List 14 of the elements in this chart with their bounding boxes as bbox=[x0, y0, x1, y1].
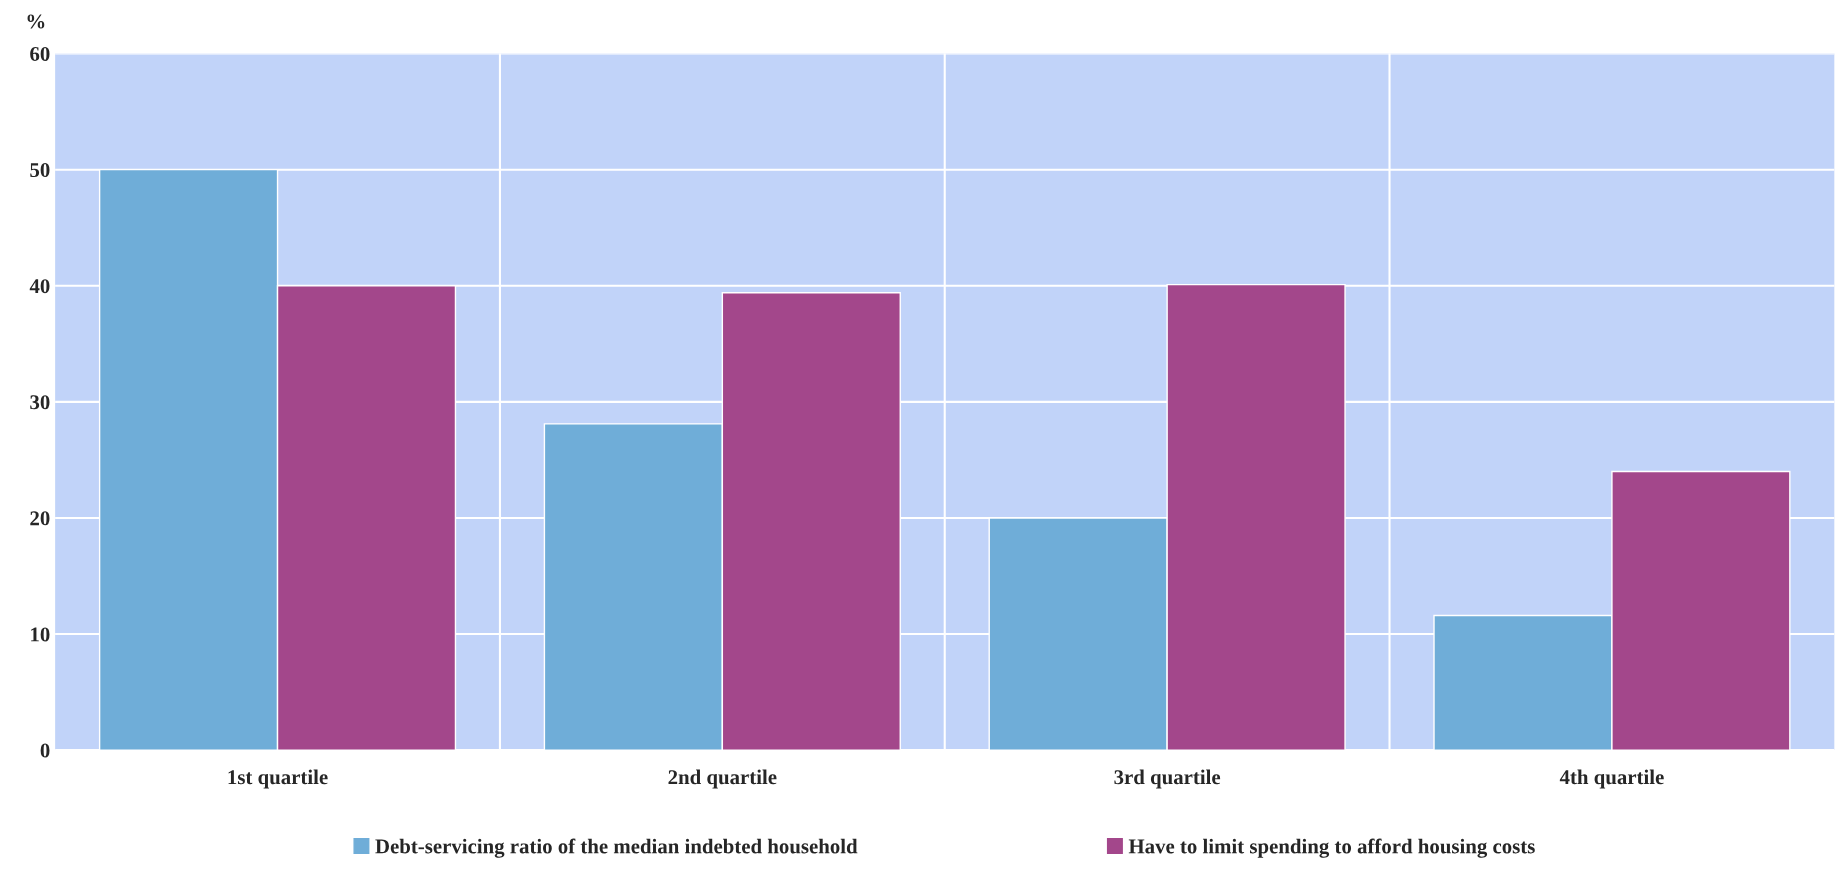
y-tick-label: 60 bbox=[30, 46, 50, 62]
y-tick-label: 30 bbox=[30, 395, 50, 410]
y-tick-label: 0 bbox=[40, 743, 50, 758]
legend-label: Debt-servicing ratio of the median indebted household bbox=[375, 838, 858, 858]
y-tick-label: 20 bbox=[30, 511, 50, 526]
x-tick-label: 3rd quartile bbox=[1114, 769, 1221, 789]
y-tick-label: 10 bbox=[31, 627, 50, 642]
y-axis-title: % bbox=[27, 14, 45, 29]
x-tick-label: 1st quartile bbox=[228, 769, 328, 789]
legend-label: Have to limit spending to afford housing costs bbox=[1128, 838, 1535, 858]
x-tick-label: 2nd quartile bbox=[668, 769, 777, 789]
y-tick-label: 50 bbox=[30, 163, 50, 178]
x-tick-label: 4th quartile bbox=[1559, 769, 1664, 789]
y-tick-label: 40 bbox=[29, 279, 50, 294]
